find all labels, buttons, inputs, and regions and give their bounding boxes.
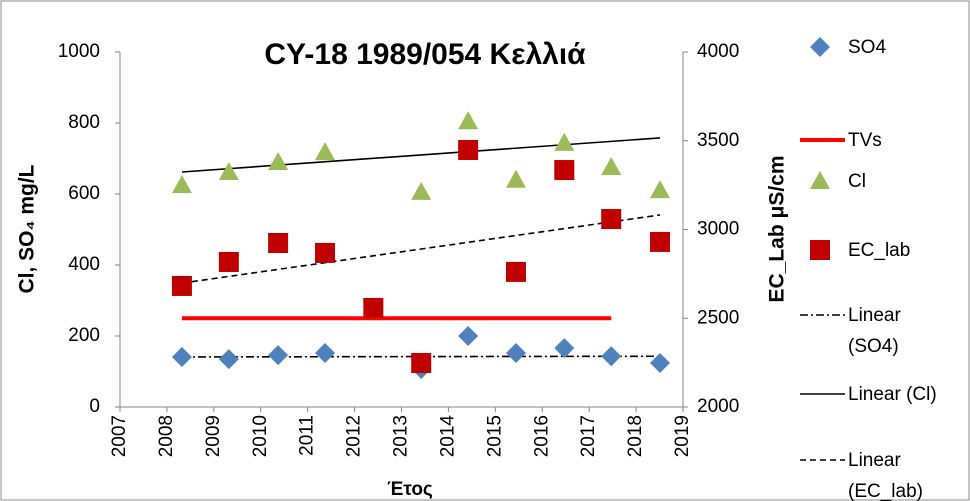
square-marker (363, 297, 384, 318)
square-marker (315, 242, 336, 263)
legend-label: Cl (848, 171, 866, 192)
triangle-marker (411, 181, 432, 200)
diamond-marker (315, 343, 336, 364)
square-marker (505, 261, 526, 282)
legend-label: SO4 (848, 37, 887, 58)
y-tick-label: 1000 (58, 41, 100, 62)
square-marker (411, 352, 432, 373)
y2-tick-label: 3500 (697, 130, 739, 151)
square-marker (458, 139, 479, 160)
diamond-marker (601, 346, 622, 367)
triangle-marker (458, 111, 479, 130)
square-marker (650, 231, 671, 252)
x-tick-label: 2012 (344, 415, 365, 457)
y-axis-label: Cl, SO₄ mg/L (16, 164, 39, 293)
x-tick-label: 2015 (484, 415, 505, 457)
triangle-marker (171, 175, 192, 194)
triangle-marker (650, 180, 671, 199)
y-tick-label: 200 (68, 325, 100, 346)
legend-label: Linear (SO4) (848, 305, 901, 357)
trend-line (181, 214, 661, 284)
triangle-marker (218, 161, 239, 180)
x-tick-label: 2018 (625, 415, 646, 457)
y-tick-label: 800 (68, 112, 100, 133)
legend-label: EC_lab (848, 240, 911, 261)
triangle-marker (315, 142, 336, 161)
legend-marker (810, 240, 830, 260)
y-tick-label: 400 (68, 254, 100, 275)
trend-line (181, 137, 661, 173)
diamond-marker (268, 345, 289, 366)
y2-axis-label: EC_Lab μS/cm (766, 155, 789, 302)
x-axis-label: Έτος (387, 479, 433, 500)
x-tick-label: 2008 (156, 415, 177, 457)
legend-label: TVs (848, 130, 882, 151)
x-tick-label: 2014 (437, 415, 458, 458)
x-tick-label: 2011 (297, 415, 318, 456)
square-marker (171, 275, 192, 296)
x-tick-label: 2010 (250, 415, 271, 457)
legend-marker (810, 171, 830, 189)
x-tick-label: 2013 (391, 415, 412, 457)
y2-tick-label: 3000 (697, 219, 739, 240)
legend-label: Linear (EC_lab) (848, 450, 923, 501)
y2-tick-label: 2500 (697, 307, 739, 328)
y2-tick-label: 2000 (697, 396, 739, 417)
triangle-marker (505, 169, 526, 188)
square-marker (601, 209, 622, 230)
x-tick-label: 2009 (203, 415, 224, 457)
legend-label: Linear (Cl) (848, 384, 937, 405)
diamond-marker (650, 352, 671, 373)
y-tick-label: 0 (89, 396, 100, 417)
diamond-marker (458, 326, 479, 346)
square-marker (554, 160, 575, 181)
x-tick-label: 2019 (672, 415, 693, 457)
chart-title: CY-18 1989/054 Κελλιά (264, 38, 586, 71)
y-tick-label: 600 (68, 183, 100, 204)
diamond-marker (505, 343, 526, 364)
triangle-marker (554, 132, 575, 151)
square-marker (268, 232, 289, 253)
diamond-marker (171, 346, 192, 367)
y2-tick-label: 4000 (697, 41, 739, 62)
x-tick-label: 2016 (531, 415, 552, 457)
triangle-marker (601, 157, 622, 176)
square-marker (218, 251, 239, 272)
diamond-marker (218, 349, 239, 370)
triangle-marker (268, 152, 289, 171)
diamond-marker (554, 338, 575, 359)
legend-marker (810, 37, 830, 57)
x-tick-label: 2007 (109, 415, 130, 457)
x-tick-label: 2017 (578, 415, 599, 457)
